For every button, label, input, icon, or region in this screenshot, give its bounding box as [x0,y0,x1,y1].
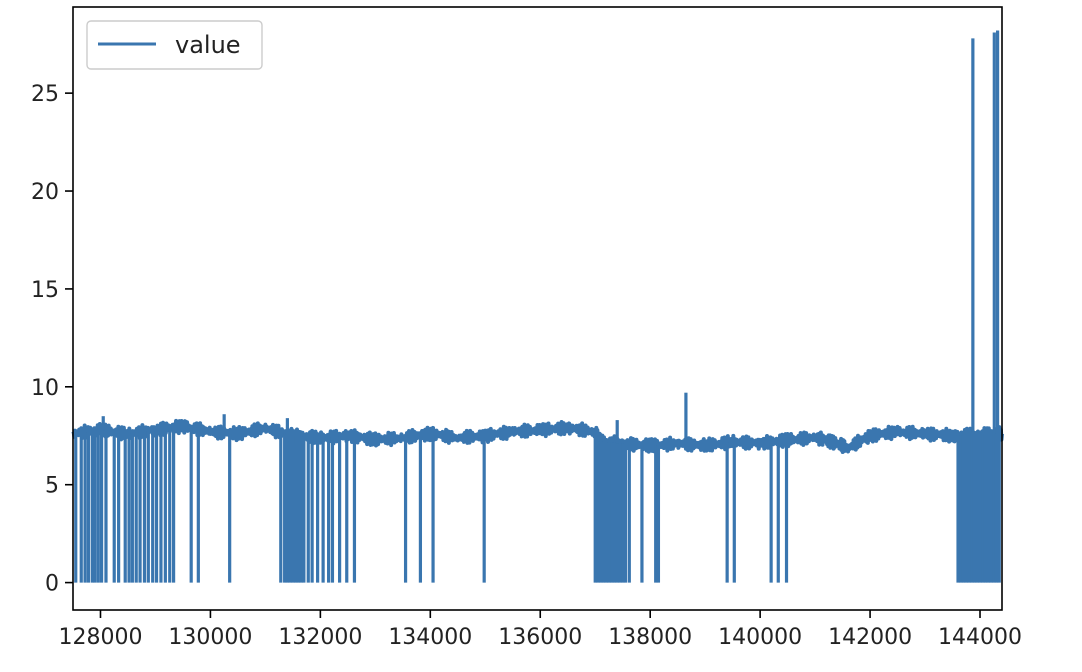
x-tick-label: 144000 [938,625,1022,650]
legend-box [86,20,263,70]
x-axis: 128000 130000 132000 134000 136000 138000 1400… [58,610,1022,650]
x-tick-label: 142000 [828,625,912,650]
y-tick-label: 20 [31,180,59,205]
x-tick-label: 132000 [278,625,362,650]
y-tick-label: 0 [45,572,59,597]
plot-frame [72,6,1003,611]
y-tick-label: 10 [31,376,59,401]
x-tick-label: 140000 [718,625,802,650]
y-axis: 0 5 10 15 20 25 [31,82,73,597]
x-tick-label: 136000 [498,625,582,650]
legend-label: value [175,31,241,59]
legend: value [86,20,263,70]
series-line-value [71,418,1004,455]
x-tick-label: 134000 [388,625,472,650]
y-tick-label: 5 [45,474,59,499]
x-tick-label: 128000 [58,625,142,650]
y-tick-label: 25 [31,82,59,107]
x-tick-label: 138000 [608,625,692,650]
y-tick-label: 15 [31,278,59,303]
series-layer [71,30,1004,583]
x-tick-label: 130000 [168,625,252,650]
